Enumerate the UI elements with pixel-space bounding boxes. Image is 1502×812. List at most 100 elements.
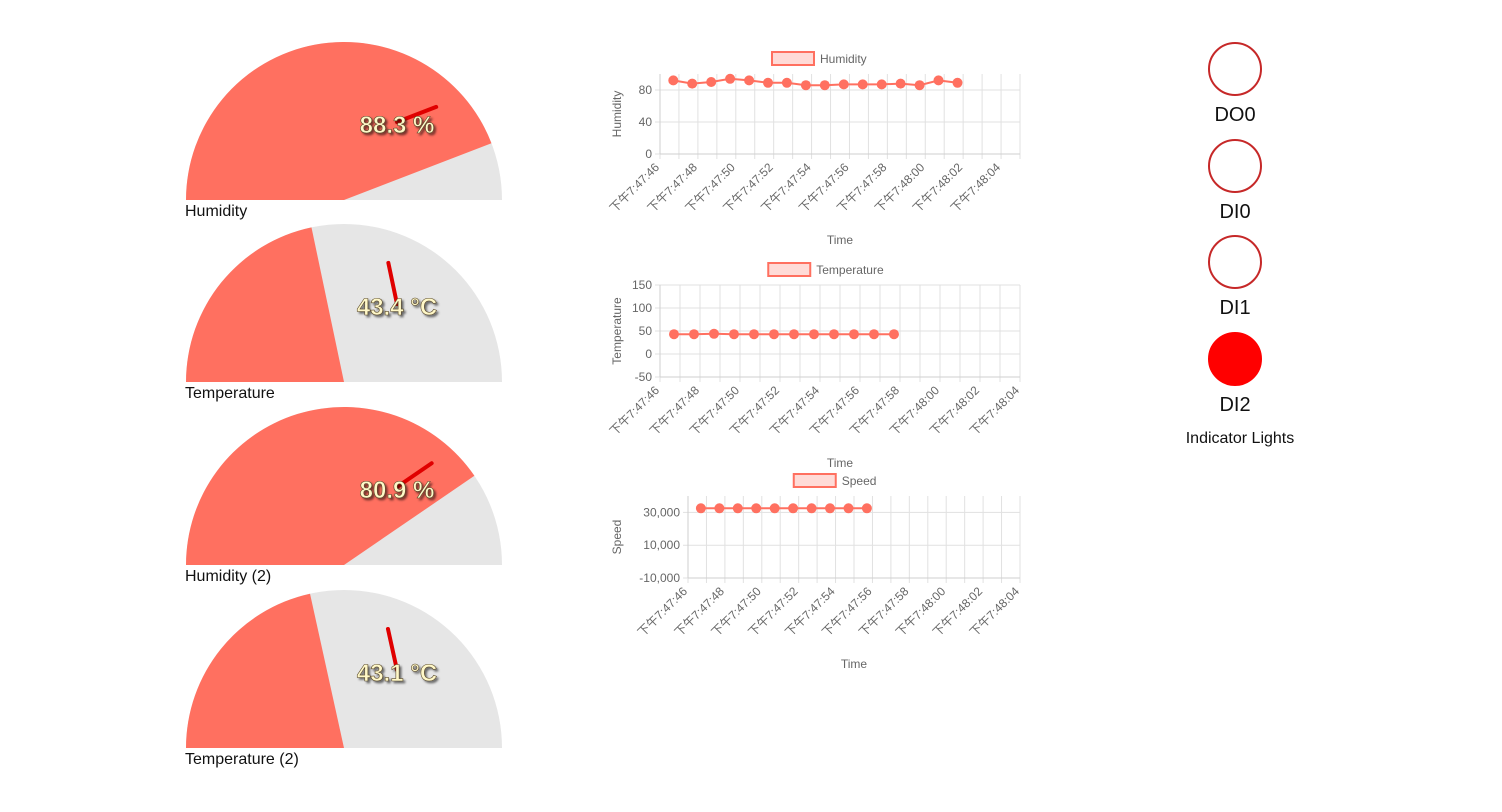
chart-humidity: Humidity 80 40 0 下午7:47:46 下午7:47:48 下午7:47:50… — [607, 48, 1028, 258]
data-point[interactable] — [889, 329, 899, 340]
y-tick-label: 0 — [645, 147, 652, 161]
gauge-label: Humidity (2) — [185, 568, 272, 585]
y-axis-title: Humidity — [610, 91, 624, 138]
indicator-lights-title: Indicator Lights — [1185, 430, 1295, 447]
gauge-fill — [186, 406, 475, 565]
indicator-light-di0 — [1208, 139, 1262, 193]
gauge-needle — [386, 260, 399, 306]
data-point[interactable] — [838, 79, 849, 90]
gauge-fill — [186, 593, 344, 748]
data-point[interactable] — [729, 329, 739, 340]
data-point[interactable] — [706, 77, 717, 87]
data-point[interactable] — [933, 75, 944, 86]
data-point[interactable] — [769, 329, 779, 340]
gauge-needle — [385, 626, 399, 672]
data-point[interactable] — [876, 79, 887, 90]
data-point[interactable] — [769, 503, 780, 514]
data-point[interactable] — [749, 329, 759, 340]
gauge-temperature: 43.4 °C Temperature — [185, 222, 503, 403]
data-point[interactable] — [709, 328, 719, 339]
data-point[interactable] — [849, 329, 859, 340]
gauge-fill — [186, 41, 492, 200]
indicator-label-di2: DI2 — [1219, 394, 1251, 416]
gauge-temperature-dial: 43.4 °C — [186, 224, 502, 382]
gauge-fill — [186, 227, 344, 382]
data-point[interactable] — [843, 503, 854, 514]
data-point[interactable] — [806, 503, 817, 514]
gauge-humidity-dial: 88.3 % — [186, 41, 502, 200]
gauge-label: Temperature — [185, 385, 275, 402]
data-point[interactable] — [668, 75, 679, 86]
y-tick-label: 150 — [632, 278, 652, 292]
legend-label[interactable]: Speed — [842, 474, 877, 488]
data-point[interactable] — [861, 503, 872, 514]
data-point[interactable] — [689, 329, 699, 340]
gauge-needle — [395, 461, 434, 489]
gauge-label: Temperature (2) — [185, 751, 299, 768]
legend-swatch[interactable] — [792, 473, 837, 488]
indicator-label-do0: DO0 — [1214, 104, 1256, 126]
y-tick-label: -50 — [635, 370, 653, 384]
indicator-light-do0 — [1208, 42, 1262, 96]
chart-temperature-svg: Temperature150100500-50下午7:47:46下午7:47:4… — [607, 262, 1022, 470]
data-point[interactable] — [825, 503, 835, 514]
data-point[interactable] — [789, 329, 799, 340]
indicator-label-di0: DI0 — [1219, 201, 1251, 223]
data-point[interactable] — [869, 329, 879, 340]
chart-humidity-svg: Humidity80400下午7:47:46下午7:47:48下午7:47:50… — [607, 51, 1021, 247]
data-point[interactable] — [714, 503, 725, 514]
y-axis-title: Temperature — [610, 297, 624, 365]
x-axis-title: Time — [827, 233, 854, 247]
gauge-value: 80.9 % — [360, 477, 435, 504]
data-point[interactable] — [732, 503, 743, 514]
gauge-needle — [395, 104, 439, 124]
data-point[interactable] — [857, 79, 868, 90]
gauge-humidity: 88.3 % Humidity — [185, 40, 503, 221]
data-point[interactable] — [895, 78, 906, 89]
x-axis-title: Time — [841, 657, 868, 671]
indicator-light-di2 — [1208, 332, 1262, 386]
gauge-value: 43.4 °C — [357, 294, 437, 321]
data-point[interactable] — [819, 80, 830, 91]
data-point[interactable] — [788, 503, 799, 514]
data-point[interactable] — [800, 80, 811, 91]
gauge-value: 88.3 % — [360, 112, 435, 139]
indicator-light-di1 — [1208, 235, 1262, 289]
y-tick-label: 0 — [645, 347, 652, 361]
data-point[interactable] — [725, 73, 736, 84]
y-tick-label: 50 — [639, 324, 653, 338]
data-point[interactable] — [751, 503, 762, 514]
data-point[interactable] — [781, 77, 792, 88]
indicator-label-di1: DI1 — [1219, 297, 1251, 319]
gauge-label: Humidity — [185, 203, 248, 220]
legend-label[interactable]: Humidity — [820, 52, 867, 66]
legend-label[interactable]: Temperature — [816, 263, 884, 277]
y-axis-title: Speed — [610, 520, 624, 555]
data-point[interactable] — [809, 329, 819, 340]
gauge-humidity-2: 80.9 % Humidity (2) — [185, 405, 503, 586]
chart-temperature: Temperature 150 100 50 0 -50 下午7:47:46 下午7:47:4… — [607, 259, 1028, 470]
gauge-temperature-2-dial: 43.1 °C — [186, 590, 502, 748]
data-point[interactable] — [695, 503, 706, 514]
gauge-temperature-2: 43.1 °C Temperature (2) — [185, 588, 503, 769]
y-tick-label: 30,000 — [643, 505, 680, 519]
data-point[interactable] — [744, 75, 755, 86]
data-point[interactable] — [687, 78, 698, 89]
data-point[interactable] — [914, 80, 925, 91]
x-axis-title: Time — [827, 456, 854, 470]
data-point[interactable] — [669, 329, 679, 340]
legend-swatch[interactable] — [767, 262, 812, 277]
series-line — [673, 77, 958, 87]
y-tick-label: 10,000 — [643, 538, 680, 552]
y-tick-label: 80 — [639, 83, 653, 97]
gauge-humidity-2-dial: 80.9 % — [186, 406, 502, 565]
data-point[interactable] — [763, 77, 773, 88]
y-tick-label: -10,000 — [639, 571, 680, 585]
chart-speed: Speed 30,000 10,000 -10,000 下午7:47:46 下午7:47:… — [608, 470, 1028, 680]
data-point[interactable] — [952, 77, 963, 88]
gauge-value: 43.1 °C — [357, 660, 437, 687]
data-point[interactable] — [829, 329, 839, 340]
legend-swatch[interactable] — [771, 51, 815, 66]
y-tick-label: 100 — [632, 301, 652, 315]
chart-speed-svg: Speed30,00010,000-10,000下午7:47:46下午7:47:… — [610, 473, 1022, 671]
